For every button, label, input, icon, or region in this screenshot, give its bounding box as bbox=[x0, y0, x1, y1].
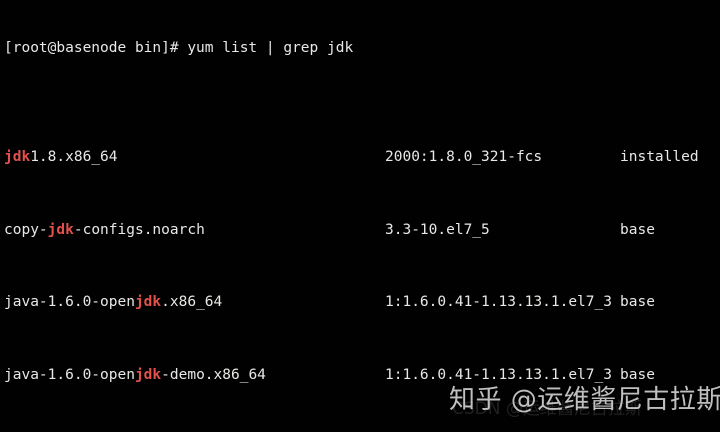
package-list: jdk1.8.x86_64 2000:1.8.0_321-fcs install… bbox=[4, 112, 720, 432]
prompt-line: [root@basenode bin]# yum list | grep jdk bbox=[4, 39, 720, 57]
package-name-prefix: java-1.6.0-open bbox=[4, 294, 135, 311]
package-row: copy-jdk-configs.noarch 3.3-10.el7_5 bas… bbox=[4, 221, 720, 239]
package-version: 2000:1.8.0_321-fcs bbox=[385, 149, 543, 166]
package-name-suffix: -demo.x86_64 bbox=[161, 367, 266, 384]
package-name: jdk1.8.x86_64 bbox=[4, 148, 385, 166]
package-name-prefix: java-1.6.0-open bbox=[4, 367, 135, 384]
package-row: java-1.6.0-openjdk-demo.x86_64 1:1.6.0.4… bbox=[4, 366, 720, 384]
package-version: 1:1.6.0.41-1.13.13.1.el7_3 bbox=[385, 294, 612, 311]
package-name: copy-jdk-configs.noarch bbox=[4, 221, 385, 239]
package-name-suffix: .x86_64 bbox=[161, 294, 223, 311]
package-row: java-1.6.0-openjdk.x86_64 1:1.6.0.41-1.1… bbox=[4, 293, 720, 311]
package-row: jdk1.8.x86_64 2000:1.8.0_321-fcs install… bbox=[4, 148, 720, 166]
package-version: 1:1.6.0.41-1.13.13.1.el7_3 bbox=[385, 367, 612, 384]
package-repo: installed bbox=[620, 149, 699, 166]
package-name-suffix: -configs.noarch bbox=[73, 221, 205, 238]
package-name: java-1.6.0-openjdk.x86_64 bbox=[4, 293, 385, 311]
grep-highlight: jdk bbox=[4, 149, 31, 166]
package-version: 3.3-10.el7_5 bbox=[385, 221, 490, 238]
package-name-prefix: copy- bbox=[4, 221, 48, 238]
package-name-suffix: 1.8.x86_64 bbox=[30, 149, 118, 166]
grep-highlight: jdk bbox=[47, 221, 74, 238]
package-repo: base bbox=[620, 294, 655, 311]
prompt-command-text: [root@basenode bin]# yum list | grep jdk bbox=[4, 40, 354, 57]
package-name: java-1.6.0-openjdk-demo.x86_64 bbox=[4, 366, 385, 384]
grep-highlight: jdk bbox=[134, 294, 162, 311]
package-repo: base bbox=[620, 367, 655, 384]
grep-highlight: jdk bbox=[134, 367, 162, 384]
package-repo: base bbox=[620, 221, 655, 238]
